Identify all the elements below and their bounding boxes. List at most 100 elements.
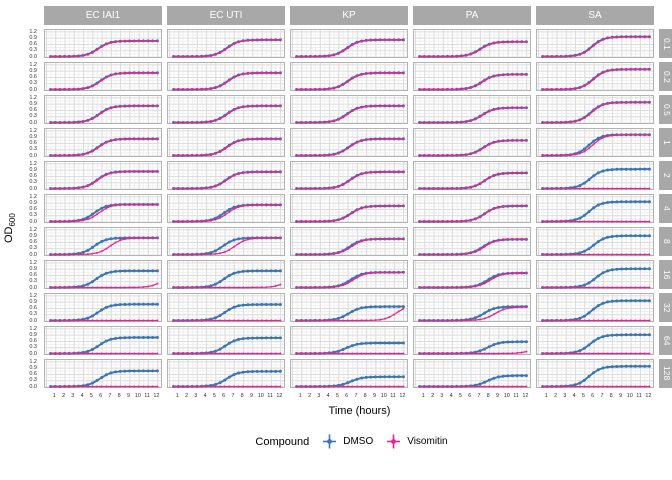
visomitin-data-point <box>82 153 85 156</box>
visomitin-growth-line <box>173 237 281 256</box>
visomitin-data-point <box>77 55 80 57</box>
visomitin-data-point <box>374 385 377 388</box>
visomitin-data-point <box>583 85 586 88</box>
visomitin-data-point <box>58 187 61 190</box>
visomitin-data-point <box>256 105 259 107</box>
y-axis-tick-labels: 1.2 0.9 0.6 0.3 0.0 <box>18 161 39 192</box>
visomitin-data-point <box>606 220 609 223</box>
visomitin-data-point <box>639 68 642 71</box>
x-tick-label: 7 <box>600 393 604 399</box>
visomitin-data-point <box>451 286 454 289</box>
visomitin-data-point <box>279 137 282 140</box>
dmso-data-point <box>633 299 637 303</box>
visomitin-data-point <box>451 55 454 58</box>
visomitin-data-point <box>597 286 600 289</box>
visomitin-data-point <box>365 206 368 208</box>
visomitin-data-point <box>77 220 80 222</box>
visomitin-data-point <box>128 138 131 140</box>
visomitin-data-point <box>615 385 618 388</box>
dmso-data-point <box>647 364 651 368</box>
dmso-data-point <box>374 305 377 309</box>
visomitin-data-point <box>219 352 221 355</box>
dmso-data-point <box>109 337 113 341</box>
visomitin-data-point <box>332 153 335 156</box>
visomitin-growth-line <box>50 138 158 157</box>
visomitin-data-point <box>96 319 98 322</box>
facet-row-strip-label: 0.2 <box>662 70 672 83</box>
visomitin-data-point <box>615 220 618 223</box>
visomitin-data-point <box>346 319 349 322</box>
visomitin-data-point <box>369 352 372 355</box>
visomitin-data-point <box>502 172 505 175</box>
dmso-data-point <box>86 215 90 219</box>
visomitin-data-point <box>427 220 430 223</box>
visomitin-data-point <box>418 88 421 91</box>
x-tick-label: 12 <box>153 393 160 399</box>
visomitin-data-point <box>550 319 553 322</box>
visomitin-data-point <box>110 205 112 208</box>
visomitin-growth-line <box>419 73 527 91</box>
visomitin-data-point <box>172 187 175 190</box>
dmso-growth-line <box>542 365 650 388</box>
dmso-data-point <box>118 236 122 240</box>
legend-title: Compound <box>255 435 310 448</box>
facet-column-strip: SA <box>536 6 654 25</box>
visomitin-data-point <box>100 385 103 388</box>
visomitin-data-point <box>369 72 372 75</box>
visomitin-data-point <box>96 251 98 254</box>
visomitin-data-point <box>172 154 175 157</box>
visomitin-data-point <box>356 276 358 279</box>
y-tick-label: 0.0 <box>29 284 37 291</box>
visomitin-data-point <box>346 80 349 83</box>
dmso-data-point <box>606 365 610 369</box>
dmso-data-point <box>582 378 586 382</box>
visomitin-data-point <box>195 319 198 322</box>
visomitin-data-point <box>123 170 126 173</box>
visomitin-data-point <box>360 385 363 388</box>
visomitin-data-point <box>156 39 159 42</box>
facet-panel <box>290 29 408 58</box>
visomitin-growth-line <box>173 171 281 190</box>
visomitin-data-point <box>446 121 449 124</box>
visomitin-data-point <box>186 187 189 190</box>
dmso-data-point <box>392 375 396 379</box>
visomitin-data-point <box>597 352 600 355</box>
visomitin-data-point <box>151 236 154 239</box>
visomitin-data-point <box>246 286 249 289</box>
visomitin-data-point <box>525 385 528 388</box>
visomitin-data-point <box>402 307 405 310</box>
dmso-data-point <box>369 341 373 345</box>
y-tick-label: 0.9 <box>29 67 37 74</box>
visomitin-data-point <box>114 319 117 322</box>
visomitin-data-point <box>460 385 463 388</box>
visomitin-data-point <box>279 352 282 355</box>
dmso-data-point <box>90 212 94 216</box>
visomitin-data-point <box>597 139 600 142</box>
dmso-growth-line <box>419 340 527 355</box>
visomitin-data-point <box>455 220 458 223</box>
visomitin-data-point <box>418 187 421 190</box>
visomitin-data-point <box>583 117 586 120</box>
visomitin-data-point <box>639 101 642 104</box>
visomitin-data-point <box>520 351 523 354</box>
y-tick-label: 0.9 <box>29 298 37 305</box>
visomitin-data-point <box>625 352 628 355</box>
visomitin-data-point <box>648 101 651 104</box>
visomitin-data-point <box>423 352 426 355</box>
visomitin-data-point <box>209 352 212 355</box>
x-tick-label: 2 <box>308 393 312 399</box>
visomitin-data-point <box>497 352 500 355</box>
visomitin-data-point <box>488 110 491 113</box>
dmso-data-point <box>227 308 231 311</box>
legend-item-label: DMSO <box>343 436 374 447</box>
visomitin-data-point <box>123 385 126 388</box>
dmso-data-point <box>209 251 213 255</box>
visomitin-data-point <box>393 170 396 173</box>
visomitin-growth-line <box>296 138 404 157</box>
facet-row-strip-label: 0.5 <box>662 103 672 116</box>
visomitin-data-point <box>488 210 491 212</box>
dmso-data-point <box>638 234 642 238</box>
dmso-data-point <box>629 200 633 204</box>
dmso-data-point <box>90 246 94 249</box>
dmso-data-point <box>647 167 651 171</box>
